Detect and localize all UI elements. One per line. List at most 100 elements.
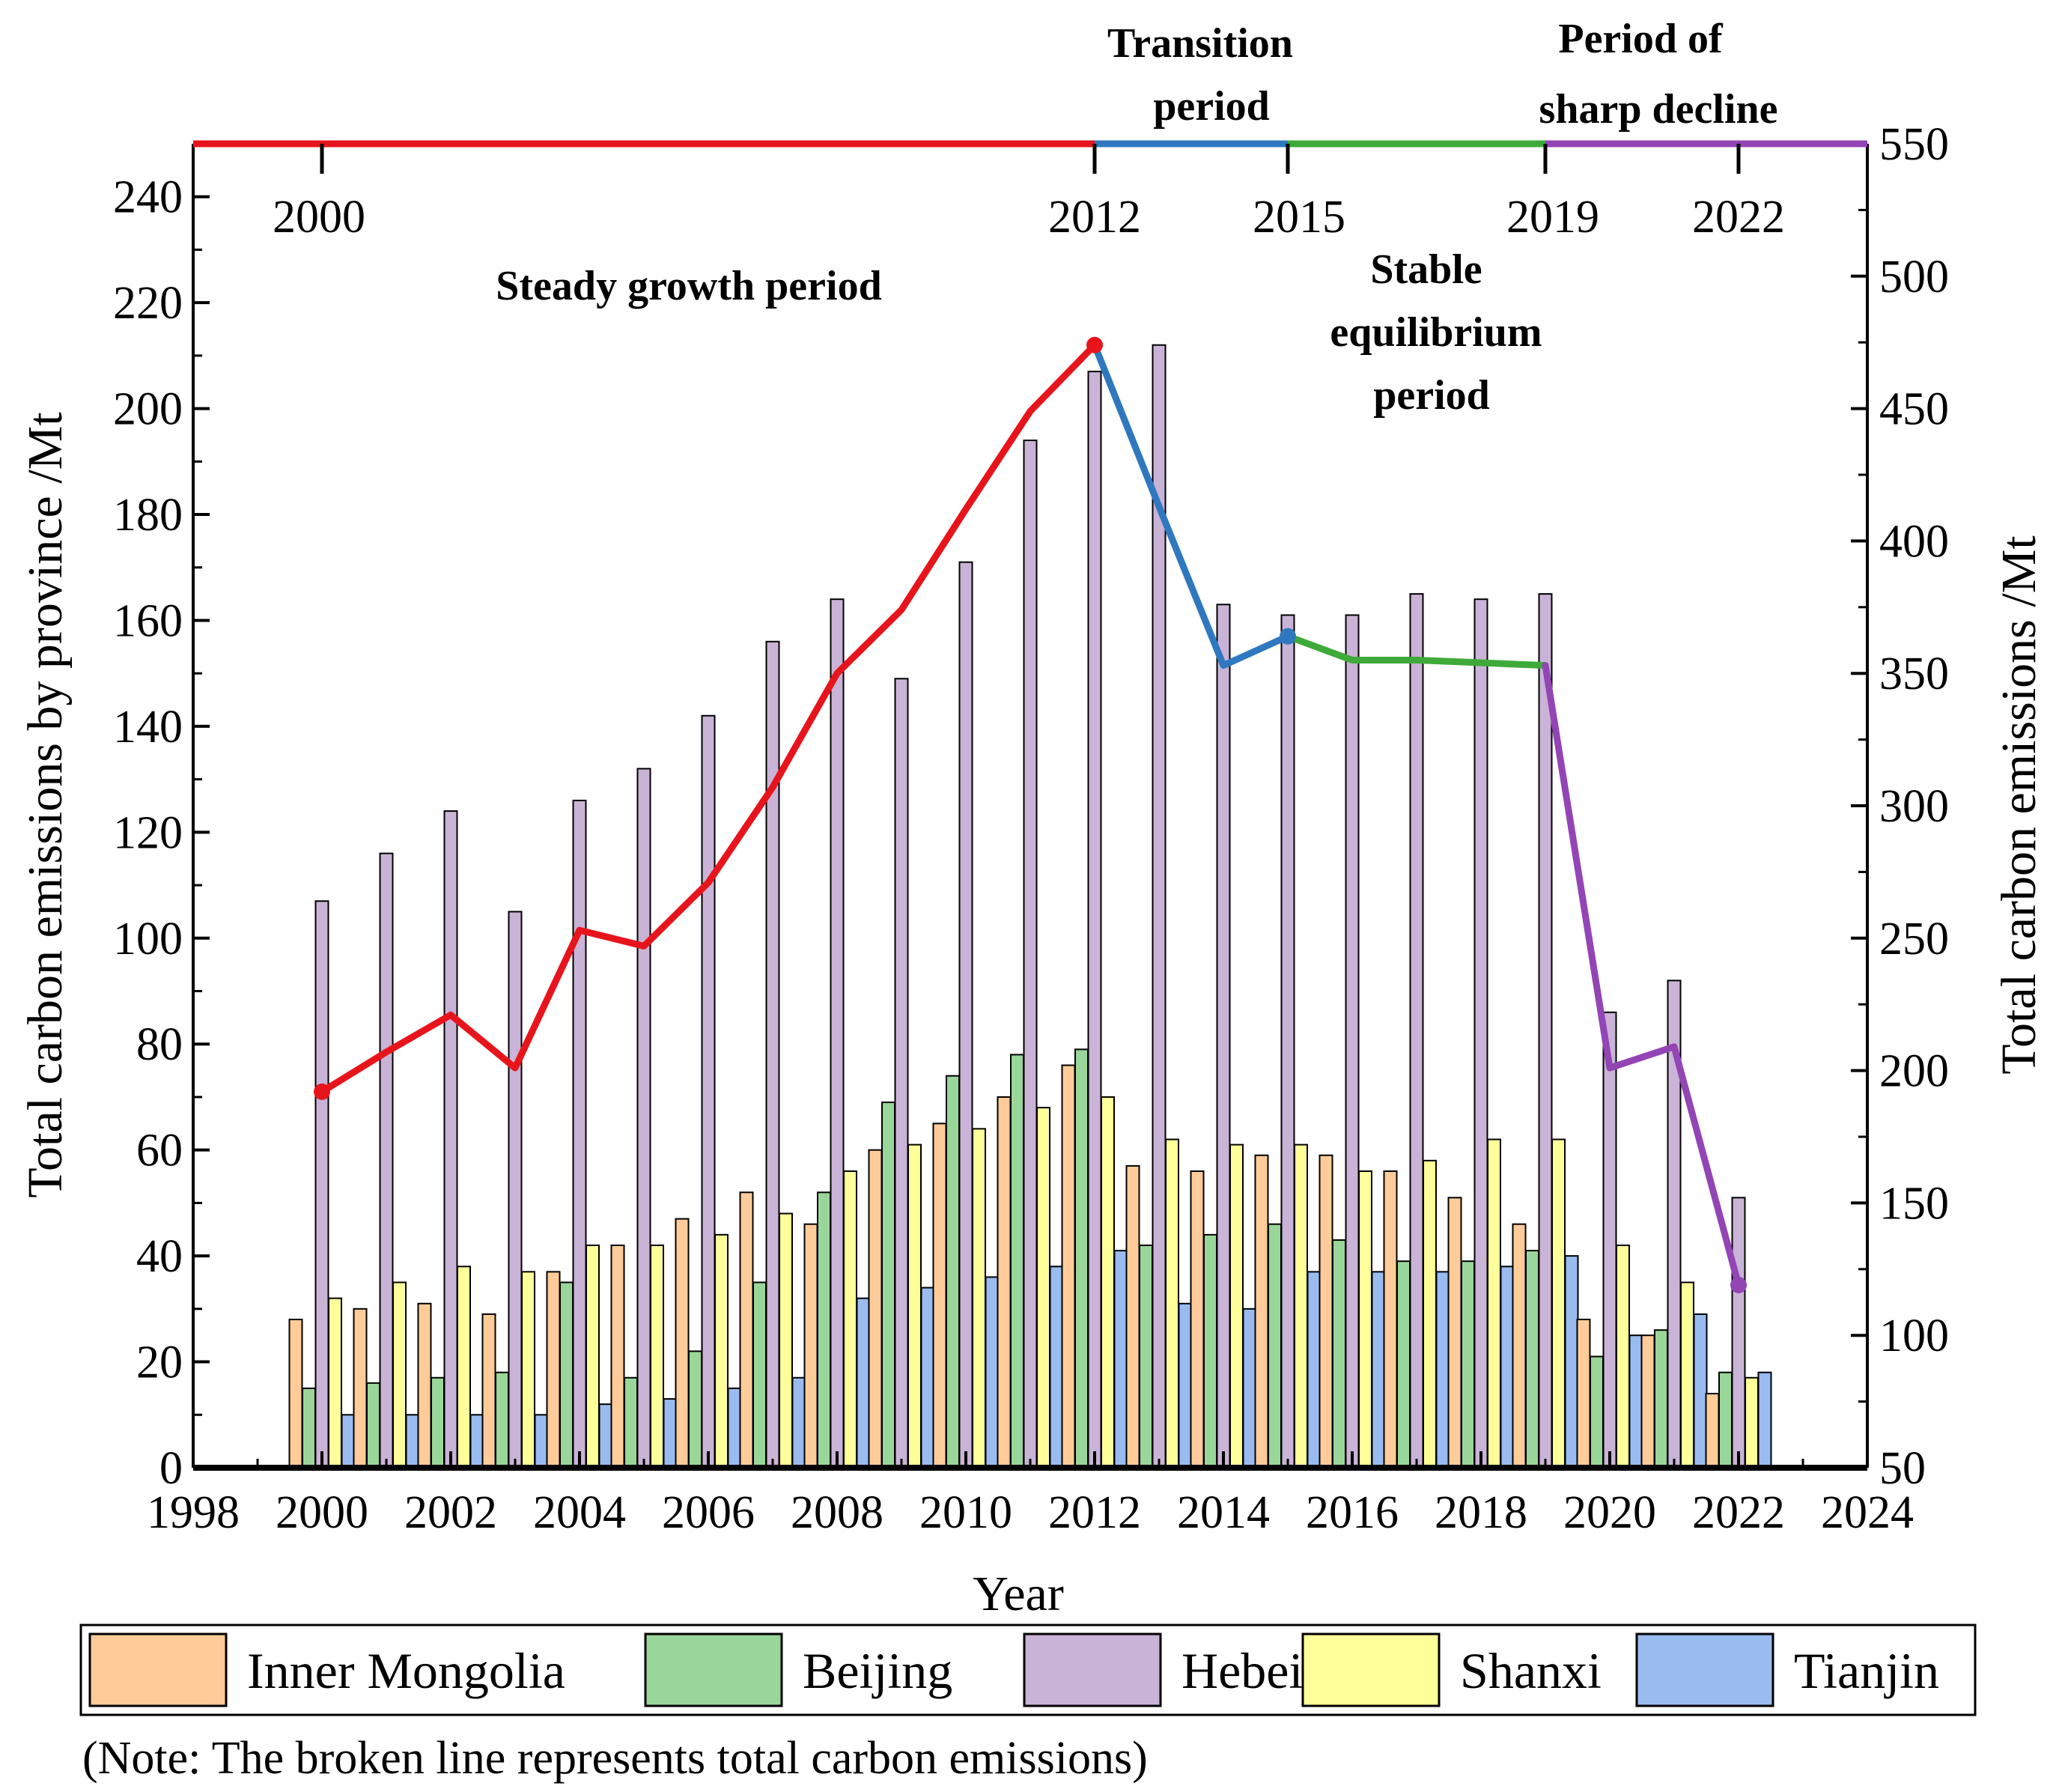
y-right-tick-label-550: 550 — [1879, 119, 1949, 170]
y-left-tick-label-0: 0 — [159, 1443, 183, 1494]
total-line-2019-2022 — [1542, 662, 1742, 1289]
bar-tianjin-2014 — [1242, 1307, 1257, 1468]
bar-beijing-2015 — [1268, 1223, 1282, 1468]
bar-beijing-2020 — [1590, 1355, 1604, 1469]
y-left-tick-label-180: 180 — [113, 490, 183, 541]
bar-shanxi-2001 — [392, 1281, 407, 1468]
bar-inner-mongolia-2017 — [1383, 1170, 1398, 1469]
bar-tianjin-2018 — [1500, 1266, 1515, 1469]
total-line-layer — [314, 336, 1747, 1294]
bar-beijing-2008 — [817, 1191, 831, 1468]
bar-inner-mongolia-2012 — [1061, 1064, 1076, 1468]
legend-swatch-tianjin — [1635, 1632, 1774, 1707]
y-right-tick-label-250: 250 — [1879, 914, 1949, 965]
bar-hebei-2006 — [701, 714, 716, 1468]
bar-tianjin-2010 — [985, 1276, 1000, 1468]
x-tick-label-2018: 2018 — [1435, 1487, 1527, 1538]
bar-shanxi-2020 — [1616, 1244, 1630, 1468]
total-marker-2015 — [1280, 628, 1296, 645]
x-tick-label-2024: 2024 — [1821, 1487, 1914, 1538]
bar-shanxi-2011 — [1036, 1107, 1050, 1468]
bar-inner-mongolia-2004 — [546, 1271, 561, 1469]
bar-beijing-2009 — [881, 1102, 895, 1468]
y-left-tick-label-60: 60 — [136, 1126, 183, 1176]
legend-swatch-inner-mongolia — [88, 1632, 228, 1707]
timeline-year-2022: 2022 — [1692, 192, 1785, 243]
bar-hebei-2018 — [1473, 598, 1488, 1468]
bar-shanxi-2014 — [1229, 1143, 1244, 1469]
y-right-tick-label-150: 150 — [1879, 1178, 1949, 1229]
x-tick-label-2002: 2002 — [404, 1487, 497, 1538]
y-left-tick-label-100: 100 — [113, 914, 183, 965]
bar-hebei-2019 — [1538, 593, 1553, 1468]
bar-inner-mongolia-2020 — [1576, 1318, 1591, 1469]
bar-beijing-2010 — [946, 1075, 960, 1468]
period-transition-label: Transition period — [1107, 20, 1304, 130]
bar-hebei-2002 — [443, 810, 458, 1468]
bar-hebei-2012 — [1087, 371, 1102, 1469]
x-tick-label-2016: 2016 — [1306, 1487, 1399, 1538]
bar-tianjin-2021 — [1693, 1313, 1708, 1468]
bar-tianjin-2022 — [1757, 1371, 1772, 1468]
bar-beijing-2002 — [431, 1376, 445, 1468]
total-line-2012-2015 — [1091, 341, 1292, 669]
y-left-tick-label-20: 20 — [136, 1337, 183, 1388]
bar-shanxi-2016 — [1358, 1170, 1372, 1469]
note-text: (Note: The broken line represents total … — [82, 1733, 1148, 1784]
bar-tianjin-2011 — [1049, 1266, 1064, 1469]
bar-shanxi-2004 — [586, 1244, 600, 1468]
legend-label-shanxi: Shanxi — [1460, 1642, 1602, 1699]
bar-hebei-2003 — [508, 911, 523, 1468]
legend: Inner Mongolia Beijing Hebei Shanxi Tianjin — [88, 1632, 1939, 1707]
bar-shanxi-2017 — [1423, 1159, 1437, 1468]
bar-inner-mongolia-2008 — [803, 1223, 818, 1468]
bar-shanxi-2013 — [1165, 1138, 1179, 1468]
y-right-tick-label-50: 50 — [1879, 1443, 1926, 1494]
bar-tianjin-2009 — [920, 1287, 935, 1468]
y-axis-left-title: Total carbon emissions by province /Mt — [18, 412, 73, 1197]
bar-tianjin-2002 — [469, 1414, 484, 1469]
bar-inner-mongolia-2013 — [1125, 1164, 1140, 1468]
bar-inner-mongolia-2015 — [1254, 1154, 1269, 1468]
bar-tianjin-2013 — [1178, 1302, 1193, 1468]
bar-hebei-2015 — [1280, 614, 1295, 1469]
timeline-year-2019: 2019 — [1506, 192, 1599, 243]
bar-inner-mongolia-2022 — [1705, 1392, 1720, 1468]
bar-shanxi-2003 — [521, 1271, 535, 1469]
bar-hebei-2005 — [636, 768, 651, 1468]
bar-tianjin-2008 — [856, 1297, 871, 1469]
bar-shanxi-2022 — [1745, 1376, 1759, 1468]
bar-inner-mongolia-2007 — [739, 1191, 754, 1468]
bar-tianjin-2004 — [598, 1403, 613, 1468]
bar-shanxi-2006 — [714, 1233, 729, 1469]
bar-tianjin-2007 — [791, 1376, 806, 1468]
bars-layer — [288, 344, 1772, 1469]
x-tick-label-2010: 2010 — [919, 1487, 1012, 1538]
bar-hebei-2017 — [1409, 593, 1424, 1468]
y-right-tick-label-300: 300 — [1879, 781, 1949, 832]
total-marker-2022 — [1730, 1277, 1747, 1294]
bar-inner-mongolia-2021 — [1640, 1334, 1655, 1468]
bar-shanxi-2012 — [1101, 1096, 1115, 1468]
legend-label-beijing: Beijing — [803, 1642, 952, 1699]
bar-hebei-2000 — [314, 900, 329, 1468]
timeline-year-2000: 2000 — [273, 192, 365, 243]
period-decline-line-2: sharp decline — [1539, 86, 1778, 133]
bar-beijing-2014 — [1203, 1233, 1217, 1469]
y-axis-right-title: Total carbon emissions /Mt — [1992, 535, 2046, 1074]
bar-beijing-2001 — [366, 1382, 380, 1469]
bar-hebei-2016 — [1345, 614, 1360, 1469]
x-tick-label-2000: 2000 — [276, 1487, 368, 1538]
y-left-tick-label-200: 200 — [113, 384, 183, 435]
bar-tianjin-2012 — [1113, 1250, 1128, 1468]
x-tick-label-2008: 2008 — [791, 1487, 883, 1538]
bar-inner-mongolia-2009 — [868, 1149, 883, 1469]
bar-tianjin-2019 — [1564, 1255, 1579, 1468]
bar-shanxi-2021 — [1680, 1281, 1694, 1468]
y-left-tick-label-240: 240 — [113, 172, 183, 223]
bar-hebei-2004 — [572, 799, 587, 1468]
period-decline-label: Period of sharp decline — [1539, 16, 1778, 133]
bar-shanxi-2008 — [843, 1170, 857, 1469]
x-tick-label-2006: 2006 — [662, 1487, 755, 1538]
